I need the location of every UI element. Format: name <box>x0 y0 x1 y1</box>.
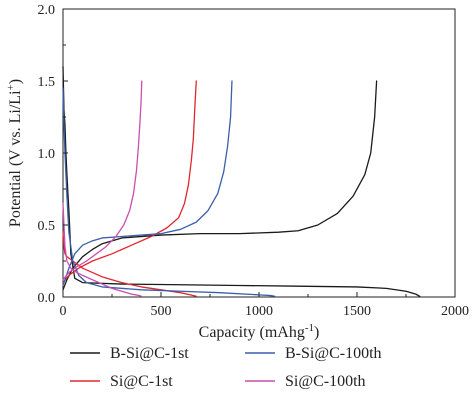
series-4-line-discharge <box>62 202 143 297</box>
series-1-line-charge <box>62 80 378 291</box>
legend-label-3: B-Si@C-100th <box>285 345 382 362</box>
legend-item-1: B-Si@C-1st <box>70 345 189 362</box>
y-tick-label-4: 2.0 <box>38 3 56 18</box>
x-axis-label: Capacity (mAhg-1) <box>199 322 320 341</box>
series-3 <box>62 80 276 297</box>
series-1-line-discharge <box>62 65 421 297</box>
plot-area <box>62 8 456 298</box>
legend-label-1: B-Si@C-1st <box>110 345 189 362</box>
series-layer <box>62 65 421 297</box>
series-4 <box>62 80 143 297</box>
x-tick-label-1: 500 <box>151 304 172 319</box>
axes-layer <box>62 8 456 298</box>
series-2 <box>62 80 197 297</box>
legend-item-3: B-Si@C-100th <box>245 345 382 362</box>
series-1 <box>62 65 421 297</box>
x-tick-label-4: 2000 <box>441 304 469 319</box>
x-tick-label-2: 1000 <box>245 304 273 319</box>
x-tick-label-3: 1500 <box>343 304 371 319</box>
y-tick-label-1: 0.5 <box>38 219 56 234</box>
series-4-line-charge <box>62 80 143 281</box>
series-2-line-discharge <box>62 231 197 297</box>
legend-item-2: Si@C-1st <box>70 373 173 390</box>
legend-label-2: Si@C-1st <box>110 373 173 390</box>
legend: B-Si@C-1st Si@C-1st B-Si@C-100th Si@C-100th <box>70 345 382 390</box>
legend-item-4: Si@C-100th <box>245 373 366 390</box>
y-tick-label-3: 1.5 <box>38 75 56 90</box>
plot-frame <box>62 8 456 298</box>
series-3-line-discharge <box>62 87 276 297</box>
legend-label-4: Si@C-100th <box>285 373 366 390</box>
series-2-line-charge <box>62 80 197 284</box>
y-axis-label: Potential (V vs. Li/Li+) <box>5 79 24 227</box>
labels-layer: 0 500 1000 1500 2000 0.0 0.5 1.0 1.5 2.0 Capacity … <box>5 3 469 341</box>
y-tick-label-2: 1.0 <box>38 147 56 162</box>
x-tick-label-0: 0 <box>60 304 67 319</box>
y-tick-label-0: 0.0 <box>38 291 56 306</box>
series-3-line-charge <box>62 80 233 287</box>
